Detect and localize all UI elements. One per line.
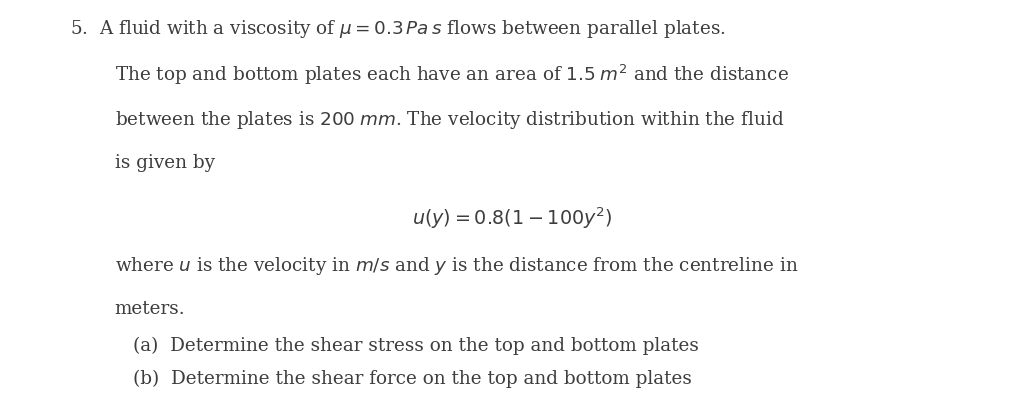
Text: (a)  Determine the shear stress on the top and bottom plates: (a) Determine the shear stress on the to… bbox=[133, 337, 699, 355]
Text: $u(y) = 0.8(1 - 100y^2)$: $u(y) = 0.8(1 - 100y^2)$ bbox=[412, 205, 612, 231]
Text: is given by: is given by bbox=[115, 154, 215, 172]
Text: where $u$ is the velocity in $m/s$ and $y$ is the distance from the centreline i: where $u$ is the velocity in $m/s$ and $… bbox=[115, 255, 798, 277]
Text: meters.: meters. bbox=[115, 300, 185, 318]
Text: between the plates is $200\;mm$. The velocity distribution within the fluid: between the plates is $200\;mm$. The vel… bbox=[115, 109, 784, 131]
Text: The top and bottom plates each have an area of $1.5\;m^2$ and the distance: The top and bottom plates each have an a… bbox=[115, 63, 788, 87]
Text: (b)  Determine the shear force on the top and bottom plates: (b) Determine the shear force on the top… bbox=[133, 370, 692, 388]
Text: 5.  A fluid with a viscosity of $\mu = 0.3\,Pa\,s$ flows between parallel plates: 5. A fluid with a viscosity of $\mu = 0.… bbox=[70, 18, 725, 40]
